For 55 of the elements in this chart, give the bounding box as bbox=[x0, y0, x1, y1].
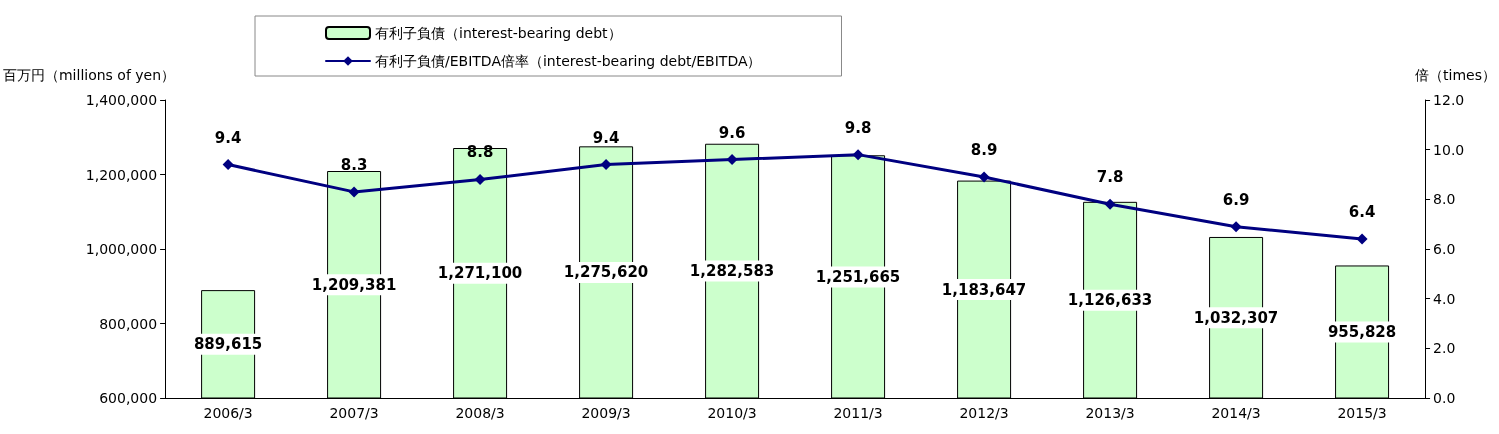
data-label: 889,615 bbox=[193, 335, 263, 354]
data-label: 955,828 bbox=[1327, 322, 1397, 341]
point bbox=[222, 159, 234, 171]
data-label: 6.4 bbox=[1348, 203, 1376, 222]
y-tick-label: 600,000 bbox=[99, 390, 158, 406]
x-tick-label: 2007/3 bbox=[329, 405, 379, 421]
legend-label: 有利子負債（interest-bearing debt） bbox=[375, 25, 622, 41]
y2-tick-label: 2.0 bbox=[1433, 340, 1456, 357]
data-label: 9.6 bbox=[718, 123, 746, 142]
data-label: 1,183,647 bbox=[941, 280, 1027, 299]
data-label: 9.8 bbox=[844, 118, 872, 137]
point bbox=[348, 186, 360, 198]
y2-tick-label: 8.0 bbox=[1433, 191, 1456, 208]
y2-tick-label: 0.0 bbox=[1433, 390, 1456, 406]
y2-tick-label: 4.0 bbox=[1433, 290, 1456, 307]
y-tick-label: 1,200,000 bbox=[85, 166, 158, 183]
x-tick-label: 2006/3 bbox=[203, 405, 253, 421]
data-label: 9.4 bbox=[214, 128, 242, 147]
legend-label: 有利子負債/EBITDA倍率（interest-bearing debt/EBITDA） bbox=[375, 53, 762, 69]
x-tick-label: 2010/3 bbox=[707, 405, 757, 421]
x-tick-label: 2009/3 bbox=[581, 405, 631, 421]
point bbox=[1356, 233, 1368, 245]
data-label: 1,282,583 bbox=[689, 262, 775, 281]
y2-tick-label: 10.0 bbox=[1433, 141, 1465, 158]
x-tick-label: 2012/3 bbox=[959, 405, 1009, 421]
y-tick-label: 1,000,000 bbox=[85, 241, 158, 257]
data-label: 9.4 bbox=[592, 128, 620, 147]
point bbox=[600, 159, 612, 171]
point bbox=[852, 149, 864, 161]
x-tick-label: 2011/3 bbox=[833, 405, 883, 421]
data-label: 1,275,620 bbox=[563, 263, 649, 282]
data-label: 1,126,633 bbox=[1067, 291, 1153, 310]
point bbox=[978, 171, 990, 183]
point bbox=[1230, 221, 1242, 233]
data-label: 1,271,100 bbox=[437, 264, 523, 283]
x-tick-label: 2008/3 bbox=[455, 405, 505, 421]
y-axis-title: 百万円（millions of yen） bbox=[2, 67, 176, 83]
point bbox=[1104, 198, 1116, 210]
x-tick-label: 2013/3 bbox=[1085, 405, 1135, 421]
y-tick-label: 800,000 bbox=[99, 315, 158, 332]
point bbox=[474, 173, 486, 185]
data-label: 7.8 bbox=[1096, 168, 1124, 187]
data-label: 6.9 bbox=[1222, 190, 1250, 209]
y2-tick-label: 12.0 bbox=[1433, 92, 1465, 108]
data-label: 1,251,665 bbox=[815, 267, 901, 286]
point bbox=[726, 154, 738, 166]
x-tick-label: 2015/3 bbox=[1337, 405, 1387, 421]
y2-axis-title: 倍（times） bbox=[1415, 67, 1497, 83]
y-tick-label: 1,400,000 bbox=[85, 92, 158, 108]
data-label: 8.9 bbox=[970, 140, 998, 159]
y2-tick-label: 6.0 bbox=[1433, 241, 1456, 257]
data-label: 1,209,381 bbox=[311, 275, 397, 294]
x-tick-label: 2014/3 bbox=[1211, 405, 1261, 421]
data-label: 1,032,307 bbox=[1193, 308, 1279, 327]
data-label: 8.3 bbox=[340, 155, 368, 174]
